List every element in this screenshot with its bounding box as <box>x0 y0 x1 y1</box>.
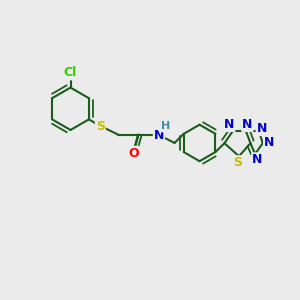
Text: H: H <box>161 122 170 131</box>
Text: N: N <box>257 122 267 135</box>
Text: N: N <box>242 118 253 131</box>
Text: N: N <box>154 129 164 142</box>
Text: Cl: Cl <box>64 66 77 80</box>
Text: N: N <box>224 118 235 131</box>
Text: O: O <box>128 147 139 160</box>
Text: N: N <box>252 153 262 166</box>
Text: S: S <box>96 120 105 133</box>
Text: N: N <box>264 136 274 149</box>
Text: S: S <box>233 156 242 169</box>
